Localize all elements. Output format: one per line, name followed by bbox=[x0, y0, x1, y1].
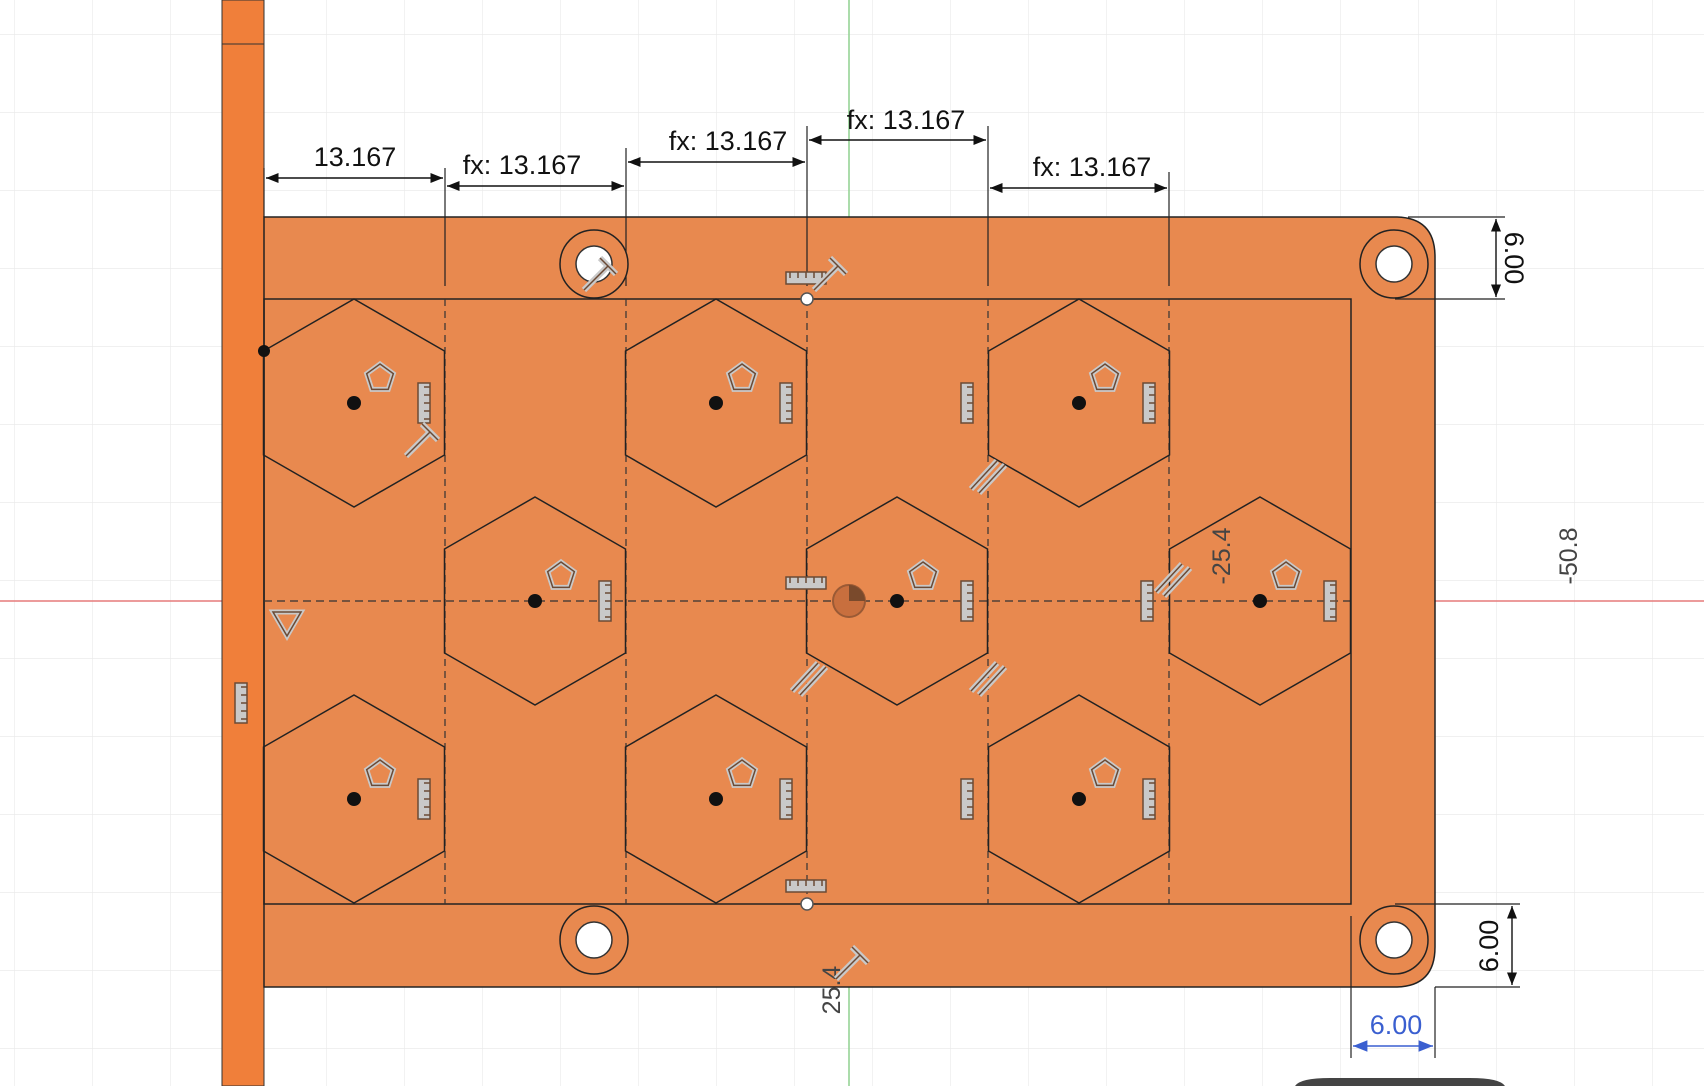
dimension-extension-lines bbox=[263, 126, 1520, 1058]
horizontal-constraint-icon[interactable] bbox=[785, 576, 827, 590]
key-hexagon[interactable] bbox=[1168, 496, 1352, 706]
mounting-hole[interactable] bbox=[559, 905, 629, 975]
pentagon-fix-icon[interactable] bbox=[725, 360, 759, 392]
dim-total-height[interactable]: -50.8 bbox=[1555, 528, 1583, 585]
horizontal-constraint-icon[interactable] bbox=[785, 879, 827, 893]
perpendicular-constraint-icon[interactable] bbox=[811, 255, 849, 293]
hexagon-center-point[interactable] bbox=[1072, 792, 1086, 806]
hexagon-center-point[interactable] bbox=[890, 594, 904, 608]
vertical-constraint-icon[interactable] bbox=[1140, 580, 1154, 622]
vertical-constraint-icon[interactable] bbox=[1142, 382, 1156, 424]
key-hexagon[interactable] bbox=[987, 694, 1171, 904]
key-hexagon[interactable] bbox=[624, 694, 808, 904]
bottom-midpoint[interactable] bbox=[800, 897, 814, 911]
pentagon-fix-icon[interactable] bbox=[725, 756, 759, 788]
constraint-glyphs[interactable] bbox=[234, 255, 1337, 982]
pentagon-fix-icon[interactable] bbox=[363, 756, 397, 788]
dim-margin-top[interactable]: 6.00 bbox=[1499, 232, 1529, 285]
hexagon-center-point[interactable] bbox=[1072, 396, 1086, 410]
vertical-constraint-icon[interactable] bbox=[598, 580, 612, 622]
dim-spacing-5[interactable]: fx: 13.167 bbox=[1033, 152, 1152, 182]
parallel-constraint-icon[interactable] bbox=[968, 660, 1008, 698]
key-hexagon[interactable] bbox=[987, 298, 1171, 508]
vertical-constraint-icon[interactable] bbox=[417, 382, 431, 424]
pentagon-fix-icon[interactable] bbox=[544, 558, 578, 590]
vertical-constraint-icon[interactable] bbox=[234, 682, 248, 724]
perpendicular-constraint-icon[interactable] bbox=[833, 944, 871, 982]
hexagon-center-point[interactable] bbox=[528, 594, 542, 608]
mounting-hole[interactable] bbox=[559, 229, 629, 299]
mounting-hole[interactable] bbox=[1359, 905, 1429, 975]
vertical-constraint-icon[interactable] bbox=[1142, 778, 1156, 820]
dim-half-height[interactable]: -25.4 bbox=[1208, 527, 1236, 584]
dim-margin-bottom[interactable]: 6.00 bbox=[1474, 920, 1504, 973]
parallel-constraint-icon[interactable] bbox=[1153, 561, 1193, 599]
dim-spacing-2[interactable]: fx: 13.167 bbox=[463, 150, 582, 180]
pentagon-fix-icon[interactable] bbox=[1088, 360, 1122, 392]
hexagon-center-point[interactable] bbox=[347, 396, 361, 410]
mounting-holes[interactable] bbox=[559, 229, 1429, 975]
hexagon-center-point[interactable] bbox=[347, 792, 361, 806]
left-frame-body[interactable] bbox=[221, 0, 265, 1086]
pentagon-fix-icon[interactable] bbox=[1088, 756, 1122, 788]
origin-marker[interactable] bbox=[832, 584, 866, 618]
hexagon-center-point[interactable] bbox=[1253, 594, 1267, 608]
dim-spacing-1[interactable]: 13.167 bbox=[314, 142, 397, 172]
perpendicular-constraint-icon[interactable] bbox=[581, 255, 619, 293]
vertical-constraint-icon[interactable] bbox=[417, 778, 431, 820]
key-hexagon[interactable] bbox=[805, 496, 989, 706]
key-hexagon[interactable] bbox=[624, 298, 808, 508]
parallel-constraint-icon[interactable] bbox=[968, 458, 1008, 496]
key-hexagon[interactable] bbox=[262, 694, 446, 904]
key-hexagon[interactable] bbox=[443, 496, 627, 706]
key-hexagons[interactable] bbox=[262, 298, 1352, 904]
hexagon-center-point[interactable] bbox=[709, 396, 723, 410]
vertical-constraint-icon[interactable] bbox=[960, 580, 974, 622]
top-midpoint[interactable] bbox=[800, 292, 814, 306]
dim-spacing-4[interactable]: fx: 13.167 bbox=[847, 105, 966, 135]
mounting-hole[interactable] bbox=[1359, 229, 1429, 299]
top-dimension-arrows bbox=[266, 134, 1518, 985]
pentagon-fix-icon[interactable] bbox=[1269, 558, 1303, 590]
vertical-constraint-icon[interactable] bbox=[960, 778, 974, 820]
perpendicular-constraint-icon[interactable] bbox=[403, 421, 441, 459]
vertical-constraint-icon[interactable] bbox=[1323, 580, 1337, 622]
triangle-origin-icon[interactable] bbox=[268, 609, 306, 641]
vertical-constraint-icon[interactable] bbox=[779, 382, 793, 424]
left-edge-point[interactable] bbox=[258, 345, 270, 357]
vertical-constraint-icon[interactable] bbox=[779, 778, 793, 820]
vertical-constraint-icon[interactable] bbox=[960, 382, 974, 424]
dim-margin-right-active[interactable]: 6.00 bbox=[1370, 1010, 1423, 1040]
pentagon-fix-icon[interactable] bbox=[363, 360, 397, 392]
pentagon-fix-icon[interactable] bbox=[906, 558, 940, 590]
parallel-constraint-icon[interactable] bbox=[789, 660, 829, 698]
dim-spacing-3[interactable]: fx: 13.167 bbox=[669, 126, 788, 156]
toolbar-edge[interactable] bbox=[1295, 1078, 1505, 1086]
hexagon-center-point[interactable] bbox=[709, 792, 723, 806]
